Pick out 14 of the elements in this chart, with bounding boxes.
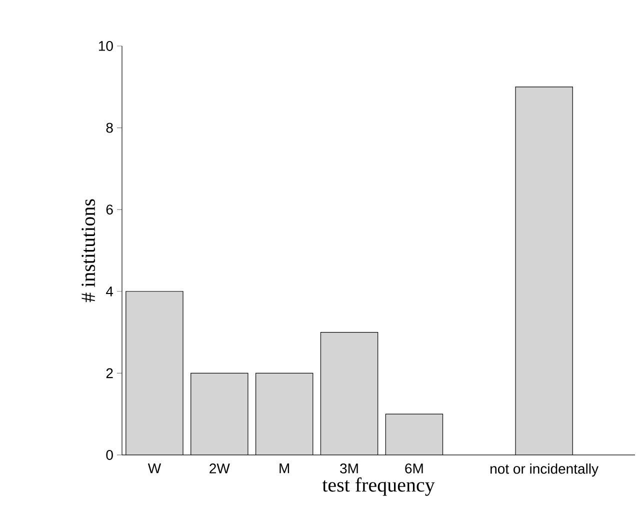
y-tick-label: 8 — [106, 122, 113, 133]
y-tick-label: 4 — [106, 286, 114, 296]
y-tick-label: 10 — [98, 41, 113, 51]
x-tick-label: M — [280, 464, 290, 474]
x-tick-label: not or incidentally — [490, 464, 598, 477]
y-tick-label: 0 — [106, 450, 113, 460]
y-tick-label: 2 — [106, 368, 113, 378]
y-axis-title: # institutions — [82, 199, 96, 302]
x-tick-label: 2W — [210, 464, 230, 474]
x-tick-label: W — [148, 464, 162, 474]
x-tick-label: 6M — [405, 464, 423, 474]
x-tick-label: 3M — [340, 464, 358, 474]
y-tick-label: 6 — [106, 204, 113, 215]
x-axis-title: test frequency — [322, 477, 435, 496]
